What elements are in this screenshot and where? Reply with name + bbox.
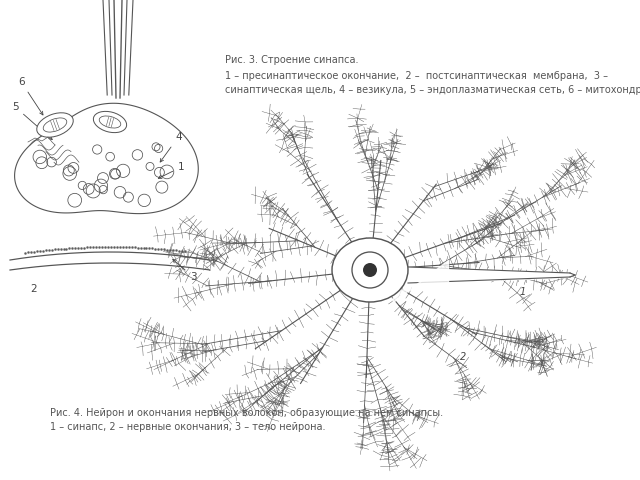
Text: 5: 5 xyxy=(12,102,52,140)
Text: 2: 2 xyxy=(460,352,467,362)
Text: 1 – синапс, 2 – нервные окончания, 3 – тело нейрона.: 1 – синапс, 2 – нервные окончания, 3 – т… xyxy=(50,422,326,432)
Text: Рис. 3. Строение синапса.: Рис. 3. Строение синапса. xyxy=(225,55,358,65)
Circle shape xyxy=(352,252,388,288)
Polygon shape xyxy=(15,103,198,214)
Text: 4: 4 xyxy=(160,132,182,162)
Text: 6: 6 xyxy=(18,77,43,115)
Text: 1 – пресинаптическое окончание,  2 –  постсинаптическая  мембрана,  3 –: 1 – пресинаптическое окончание, 2 – пост… xyxy=(225,71,608,81)
Text: 1: 1 xyxy=(158,162,184,179)
Text: Рис. 4. Нейрон и окончания нервных волокон, образующие на нем синапсы.: Рис. 4. Нейрон и окончания нервных волок… xyxy=(50,408,443,418)
Ellipse shape xyxy=(332,238,408,302)
Text: 1: 1 xyxy=(520,287,526,297)
Text: 2: 2 xyxy=(30,284,36,294)
Text: синаптическая щель, 4 – везикула, 5 – эндоплазматическая сеть, 6 – митохондрия.: синаптическая щель, 4 – везикула, 5 – эн… xyxy=(225,85,640,95)
Ellipse shape xyxy=(93,111,127,132)
Circle shape xyxy=(363,263,377,277)
Ellipse shape xyxy=(36,113,73,137)
Text: 3: 3 xyxy=(173,259,196,282)
